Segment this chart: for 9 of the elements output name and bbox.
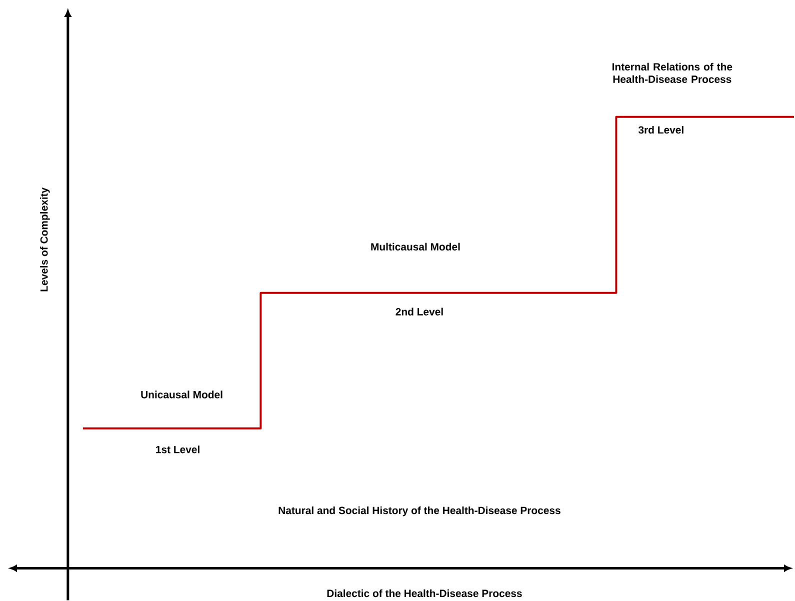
y-axis-title: Levels of Complexity — [40, 187, 50, 292]
annotation: Natural and Social History of the Health-Disease Process — [278, 506, 560, 516]
annotation: 2nd Level — [396, 308, 443, 316]
x-axis-title: Dialectic of the Health-Disease Process — [327, 589, 522, 597]
annotation: 1st Level — [156, 445, 200, 454]
text: Internal Relations of the Health-Disease Process — [612, 62, 732, 83]
annotation: 3rd Level — [638, 126, 684, 134]
annotation: Unicausal Model — [141, 390, 222, 398]
annotation: Multicausal Model — [371, 242, 460, 250]
